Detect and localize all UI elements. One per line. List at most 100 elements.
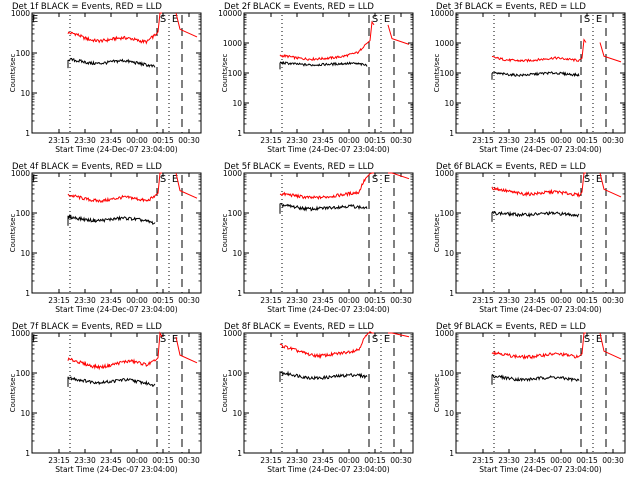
panel-5: Det 5f BLACK = Events, RED = LLD 1 10 100 10… [221,162,414,314]
annotation-label: S [160,14,166,25]
series-events-line [491,71,580,80]
y-axis-label: Counts/sec [433,54,441,93]
panel-title: Det 7f BLACK = Events, RED = LLD [12,322,162,332]
plot-frame [243,332,414,454]
annotation-label: E [384,174,390,185]
y-axis-label: Counts/sec [221,374,229,413]
y-tick-label: 1 [25,289,30,298]
x-axis-label: Start Time (24-Dec-07 23:04:00) [267,305,389,314]
x-tick-label: 23:45 [312,136,334,145]
series-lld-line [67,12,198,45]
panel-6: Det 6f BLACK = Events, RED = LLD 1 10 100 10… [433,162,626,314]
y-axis-label: Counts/sec [221,54,229,93]
panel-8: Det 8f BLACK = Events, RED = LLD 1 10 100 10… [221,322,414,474]
series-lld-line [279,20,410,61]
y-tick-label: 100 [16,49,31,58]
y-tick-label: 10 [232,99,242,108]
series-events-line [67,57,156,69]
x-tick-label: 00:00 [550,456,572,465]
y-axis-label: Counts/sec [9,214,17,253]
x-tick-label: 23:15 [472,456,494,465]
y-tick-label: 1 [449,129,454,138]
x-tick-label: 23:45 [312,456,334,465]
y-tick-label: 100 [228,69,243,78]
panel-7: Det 7f BLACK = Events, RED = LLD 1 10 100 10… [9,322,202,474]
annotation-label: E [384,14,390,25]
x-tick-label: 00:00 [126,456,148,465]
plot-frame [243,12,414,134]
y-axis-label: Counts/sec [9,374,17,413]
series-lld-line [491,38,622,63]
x-tick-label: 00:00 [550,136,572,145]
x-tick-label: 00:30 [602,296,624,305]
y-tick-label: 100 [228,209,243,218]
x-tick-label: 23:45 [524,136,546,145]
x-tick-label: 23:45 [100,456,122,465]
x-axis-label: Start Time (24-Dec-07 23:04:00) [55,465,177,474]
y-tick-label: 1000 [11,9,30,18]
x-tick-label: 00:15 [152,296,174,305]
y-tick-label: 10 [20,89,30,98]
y-tick-label: 100 [440,209,455,218]
x-tick-label: 00:15 [364,136,386,145]
panel-1: Det 1f BLACK = Events, RED = LLD 1 10 100 10… [9,2,202,154]
y-tick-label: 10000 [430,9,454,18]
x-tick-label: 23:15 [260,456,282,465]
annotation-label: E [32,174,38,185]
y-tick-label: 1 [25,129,30,138]
x-tick-label: 23:30 [498,136,520,145]
y-tick-label: 100 [16,369,31,378]
x-axis-label: Start Time (24-Dec-07 23:04:00) [479,305,601,314]
panel-title: Det 1f BLACK = Events, RED = LLD [12,2,162,12]
y-tick-label: 1000 [435,329,454,338]
y-tick-label: 100 [440,69,455,78]
x-tick-label: 00:00 [126,296,148,305]
y-tick-label: 100 [440,369,455,378]
x-tick-label: 23:30 [74,136,96,145]
plot-frame [455,172,626,294]
x-tick-label: 00:30 [390,456,412,465]
panel-9: Det 9f BLACK = Events, RED = LLD 1 10 100 10… [433,322,626,474]
series-events-line [491,374,580,385]
y-tick-label: 10 [232,249,242,258]
panel-4: Det 4f BLACK = Events, RED = LLD 1 10 100 10… [9,162,202,314]
panel-title: Det 2f BLACK = Events, RED = LLD [224,2,374,12]
x-tick-label: 00:30 [390,296,412,305]
x-tick-label: 23:45 [100,136,122,145]
x-axis-label: Start Time (24-Dec-07 23:04:00) [267,465,389,474]
y-tick-label: 1000 [223,329,242,338]
y-tick-label: 1 [25,449,30,458]
x-tick-label: 23:15 [260,136,282,145]
x-tick-label: 00:00 [338,136,360,145]
y-tick-label: 1 [449,449,454,458]
y-axis-label: Counts/sec [221,214,229,253]
panel-3: Det 3f BLACK = Events, RED = LLD 1 10 100 10… [430,2,626,154]
x-tick-label: 23:30 [74,456,96,465]
x-tick-label: 00:30 [178,456,200,465]
series-lld-line [491,332,622,360]
x-tick-label: 23:15 [472,296,494,305]
y-tick-label: 1 [449,289,454,298]
x-tick-label: 23:45 [524,296,546,305]
series-events-line [279,60,368,70]
x-tick-label: 00:15 [576,456,598,465]
y-tick-label: 1000 [223,169,242,178]
panel-title: Det 6f BLACK = Events, RED = LLD [436,162,586,172]
x-tick-label: 00:30 [602,456,624,465]
x-tick-label: 23:15 [260,296,282,305]
series-events-line [67,213,156,226]
y-tick-label: 10 [444,249,454,258]
x-tick-label: 23:45 [312,296,334,305]
y-axis-label: Counts/sec [433,214,441,253]
x-tick-label: 23:30 [498,296,520,305]
annotation-label: E [32,14,38,25]
x-tick-label: 00:00 [338,456,360,465]
x-tick-label: 00:30 [390,136,412,145]
x-tick-label: 00:15 [152,456,174,465]
annotation-label: S [160,334,166,345]
x-tick-label: 23:45 [524,456,546,465]
y-tick-label: 1 [237,289,242,298]
annotation-label: E [596,14,602,25]
panel-title: Det 3f BLACK = Events, RED = LLD [436,2,586,12]
